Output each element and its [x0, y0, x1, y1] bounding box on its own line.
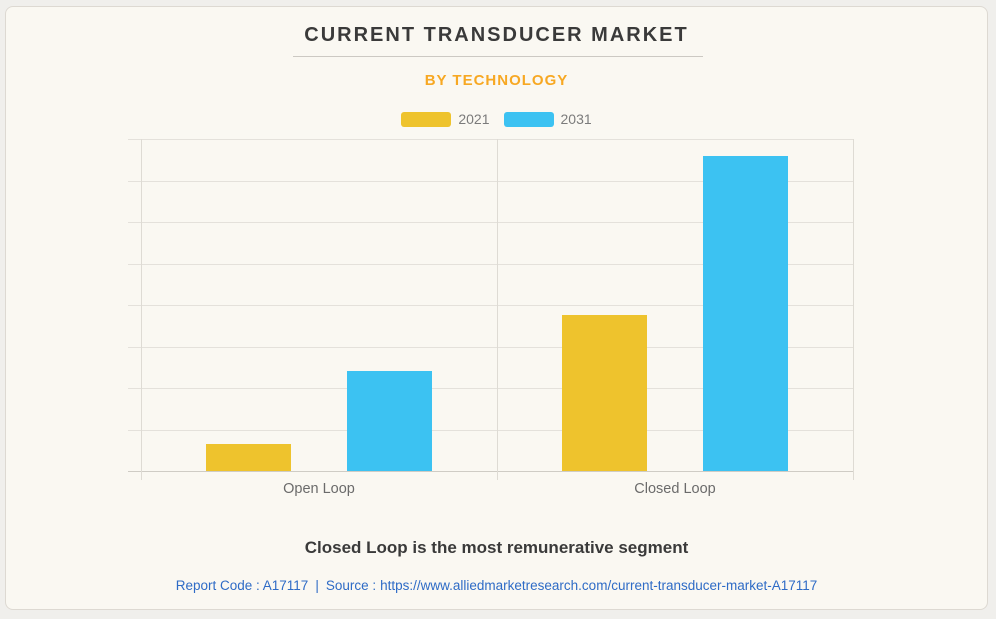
gridline-horizontal	[128, 263, 853, 265]
chart-card: CURRENT TRANSDUCER MARKET BY TECHNOLOGY …	[5, 6, 988, 610]
gridline-vertical	[853, 139, 854, 480]
bar-closed-loop-2021[interactable]	[562, 314, 647, 471]
gridline-horizontal	[128, 429, 853, 431]
legend-label-2021: 2021	[458, 111, 490, 127]
gridline-vertical	[141, 139, 142, 480]
bar-open-loop-2031[interactable]	[347, 371, 432, 471]
legend-swatch-2031	[503, 111, 554, 127]
page-title: CURRENT TRANSDUCER MARKET	[304, 24, 689, 46]
gridline-horizontal	[128, 346, 853, 348]
gridline-vertical	[497, 139, 498, 480]
chart-insight-caption: Closed Loop is the most remunerative seg…	[304, 538, 689, 557]
bar-open-loop-2021[interactable]	[206, 444, 291, 471]
legend: 2021 2031	[6, 111, 987, 127]
legend-swatch-2021	[401, 111, 452, 127]
source-label: Source :	[325, 578, 377, 593]
meta-separator: |	[315, 578, 319, 593]
legend-item-2031[interactable]: 2031	[503, 111, 592, 127]
chart-plot-area	[128, 139, 854, 480]
axis-label-open-loop: Open Loop	[283, 481, 355, 497]
gridline-horizontal	[128, 222, 853, 223]
bar-closed-loop-2031[interactable]	[703, 155, 788, 471]
gridline-horizontal	[128, 180, 853, 182]
category-axis: Open Loop Closed Loop	[141, 481, 853, 501]
legend-item-2021[interactable]: 2021	[401, 111, 490, 127]
title-divider	[293, 56, 703, 57]
source-link[interactable]: https://www.alliedmarketresearch.com/cur…	[380, 578, 818, 593]
gridline-horizontal	[128, 139, 853, 140]
x-axis-line	[128, 471, 853, 472]
report-code-text: Report Code : A17117	[175, 578, 309, 593]
gridline-horizontal	[128, 305, 853, 306]
report-meta: Report Code : A17117 | Source : https://www…	[6, 578, 987, 593]
legend-label-2031: 2031	[560, 111, 592, 127]
gridline-horizontal	[128, 388, 853, 389]
axis-label-closed-loop: Closed Loop	[634, 481, 716, 497]
chart-subtitle: BY TECHNOLOGY	[424, 72, 569, 89]
